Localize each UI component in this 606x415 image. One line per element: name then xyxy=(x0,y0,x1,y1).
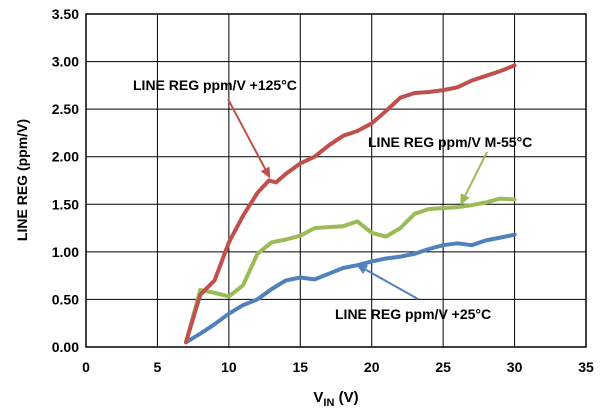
y-tick-label: 3.50 xyxy=(52,6,79,22)
y-tick-label: 1.00 xyxy=(52,244,79,260)
y-tick-label: 0.00 xyxy=(52,339,79,355)
plot-area-frame xyxy=(85,13,587,348)
x-tick-label: 25 xyxy=(435,359,451,375)
x-axis-label: VIN (V) xyxy=(313,389,358,409)
annotation-arrow-shaft xyxy=(365,268,419,300)
grid xyxy=(86,14,586,347)
annotation-arrow-head xyxy=(356,264,369,274)
annotation-arrows xyxy=(227,98,488,300)
annotation-arrow-head xyxy=(460,193,470,206)
series-line-plus25c xyxy=(184,232,517,345)
x-tick-label: 0 xyxy=(82,359,90,375)
series-line-plus125c xyxy=(184,63,517,345)
x-tick-label: 10 xyxy=(221,359,237,375)
y-tick-label: 2.50 xyxy=(52,101,79,117)
y-axis-label: LINE REG (ppm/V) xyxy=(14,119,30,241)
y-tick-label: 3.00 xyxy=(52,54,79,70)
annotation-arrow-head xyxy=(260,166,271,179)
annotation-arrow-shaft xyxy=(227,98,267,170)
annotation-minus55c: LINE REG ppm/V M-55°C xyxy=(368,134,532,150)
annotation-plus25c: LINE REG ppm/V +25°C xyxy=(335,306,491,322)
x-tick-labels: 0 5 10 15 20 25 30 35 xyxy=(82,359,594,375)
x-axis-label-main: V xyxy=(313,389,323,406)
y-tick-labels: 0.00 0.50 1.00 1.50 2.00 2.50 3.00 3.50 xyxy=(52,6,79,355)
x-axis-label-unit: (V) xyxy=(334,389,358,406)
x-axis-label-subscript: IN xyxy=(323,397,334,409)
y-tick-label: 2.00 xyxy=(52,149,79,165)
x-tick-label: 20 xyxy=(364,359,380,375)
series-line-minus55c xyxy=(184,196,517,345)
x-tick-label: 30 xyxy=(507,359,523,375)
series-lines xyxy=(184,63,517,345)
y-tick-label: 1.50 xyxy=(52,196,79,212)
annotation-labels: LINE REG ppm/V +125°C LINE REG ppm/V M-55… xyxy=(133,77,532,322)
annotation-plus125c: LINE REG ppm/V +125°C xyxy=(133,77,297,93)
y-tick-label: 0.50 xyxy=(52,291,79,307)
annotation-arrow-shaft xyxy=(464,151,488,196)
x-tick-label: 5 xyxy=(154,359,162,375)
x-tick-label: 35 xyxy=(578,359,594,375)
x-tick-label: 15 xyxy=(292,359,308,375)
